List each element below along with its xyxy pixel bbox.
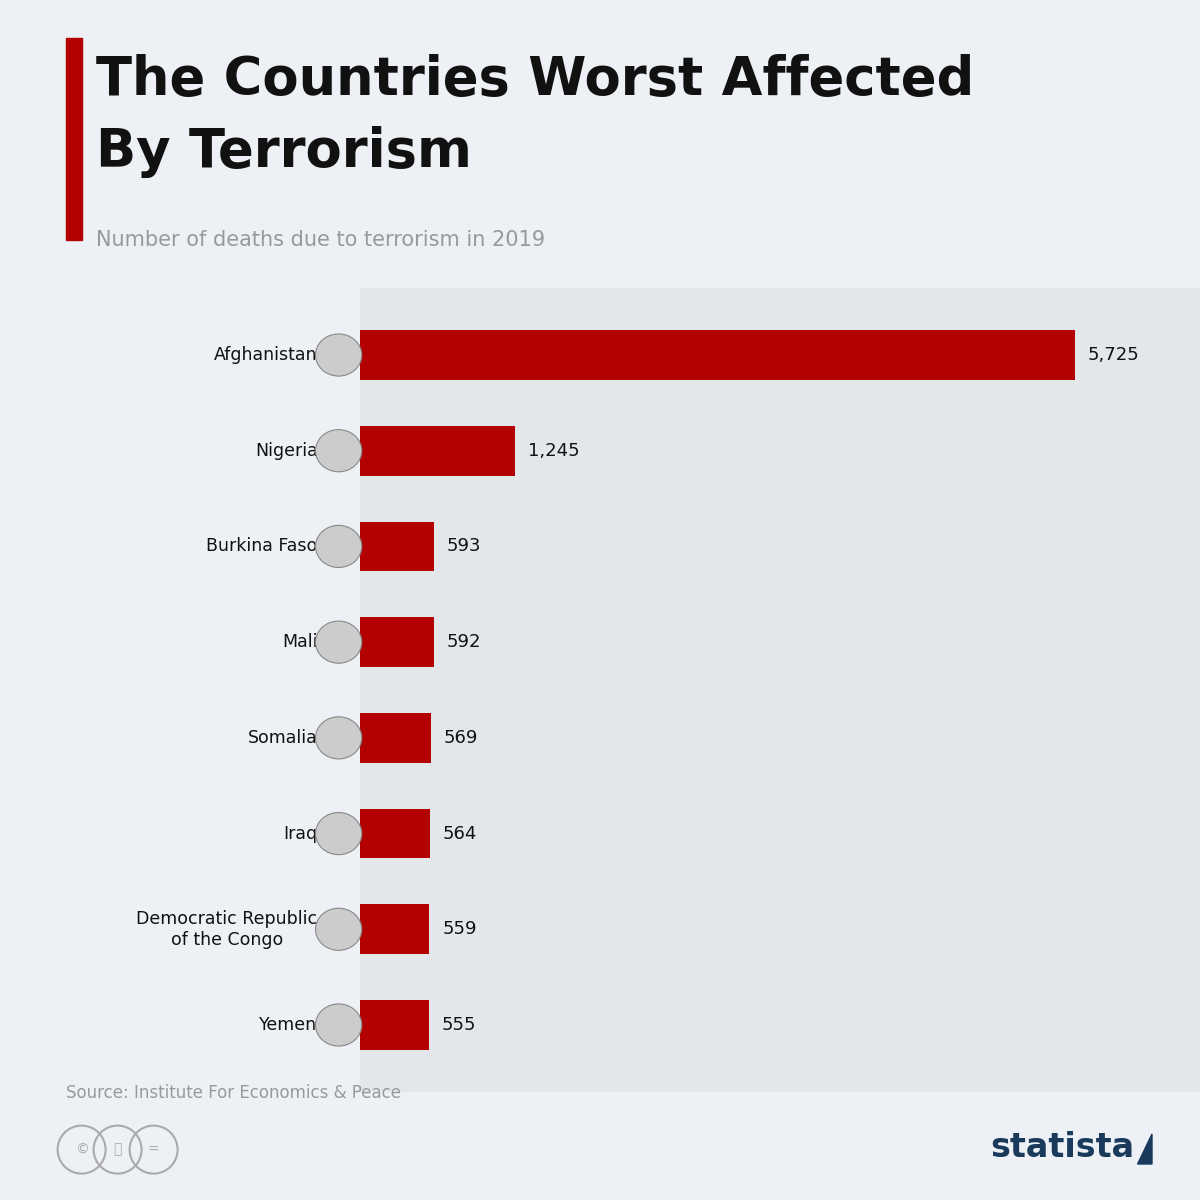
Text: 5,725: 5,725 (1087, 346, 1139, 364)
Circle shape (316, 526, 361, 568)
Text: By Terrorism: By Terrorism (96, 126, 472, 178)
Text: Nigeria: Nigeria (254, 442, 318, 460)
Text: 555: 555 (442, 1016, 476, 1034)
Text: Democratic Republic
of the Congo: Democratic Republic of the Congo (137, 910, 318, 949)
Text: Source: Institute For Economics & Peace: Source: Institute For Economics & Peace (66, 1084, 401, 1102)
Text: Iraq: Iraq (283, 824, 318, 842)
Text: 593: 593 (446, 538, 481, 556)
Text: Somalia: Somalia (248, 728, 318, 746)
Text: ©: © (74, 1142, 89, 1157)
Text: =: = (148, 1142, 160, 1157)
Text: Mali: Mali (282, 634, 318, 652)
Text: ⓘ: ⓘ (114, 1142, 121, 1157)
Bar (360, 1000, 428, 1050)
Circle shape (316, 1004, 361, 1046)
Text: 564: 564 (443, 824, 478, 842)
Text: statista: statista (990, 1130, 1134, 1164)
Bar (360, 522, 433, 571)
Text: Yemen: Yemen (259, 1016, 318, 1034)
Circle shape (316, 334, 361, 376)
Bar (360, 426, 515, 475)
Text: Afghanistan: Afghanistan (214, 346, 318, 364)
Circle shape (316, 622, 361, 664)
Circle shape (316, 812, 361, 854)
Circle shape (316, 908, 361, 950)
Bar (360, 713, 431, 763)
Circle shape (316, 716, 361, 758)
Text: The Countries Worst Affected: The Countries Worst Affected (96, 54, 974, 106)
Text: 592: 592 (446, 634, 481, 652)
Text: Burkina Faso: Burkina Faso (206, 538, 318, 556)
Text: Number of deaths due to terrorism in 2019: Number of deaths due to terrorism in 201… (96, 230, 545, 251)
Circle shape (316, 430, 361, 472)
Bar (360, 330, 1075, 380)
Text: 1,245: 1,245 (528, 442, 580, 460)
Text: 569: 569 (443, 728, 478, 746)
Text: 559: 559 (442, 920, 476, 938)
Bar (360, 617, 433, 667)
Bar (360, 905, 430, 954)
Bar (360, 809, 430, 858)
